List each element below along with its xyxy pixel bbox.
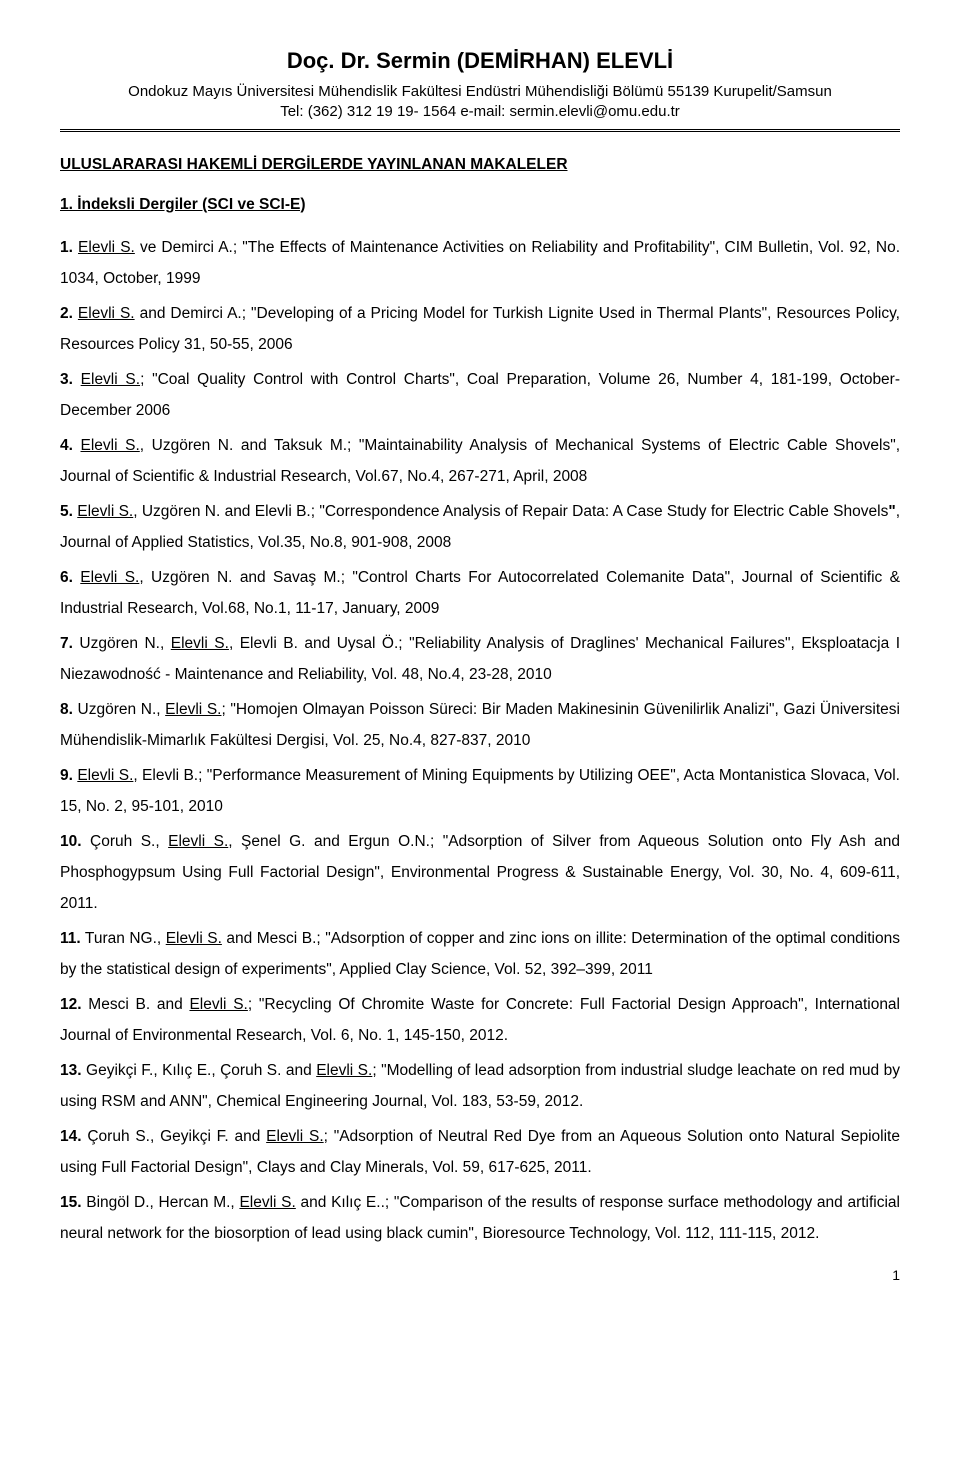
publication-entry: 8. Uzgören N., Elevli S.; "Homojen Olmay… (60, 694, 900, 756)
publication-entry: 9. Elevli S., Elevli B.; "Performance Me… (60, 760, 900, 822)
publication-entry: 3. Elevli S.; "Coal Quality Control with… (60, 364, 900, 426)
subsection-title: 1. İndeksli Dergiler (SCI ve SCI-E) (60, 196, 900, 214)
author-name: Doç. Dr. Sermin (DEMİRHAN) ELEVLİ (60, 48, 900, 74)
publication-entry: 13. Geyikçi F., Kılıç E., Çoruh S. and E… (60, 1055, 900, 1117)
publication-entry: 1. Elevli S. ve Demirci A.; "The Effects… (60, 232, 900, 294)
page-number: 1 (60, 1267, 900, 1283)
publication-entry: 15. Bingöl D., Hercan M., Elevli S. and … (60, 1187, 900, 1249)
header-block: Doç. Dr. Sermin (DEMİRHAN) ELEVLİ Ondoku… (60, 48, 900, 123)
publication-list: 1. Elevli S. ve Demirci A.; "The Effects… (60, 232, 900, 1249)
affil-line-2: Tel: (362) 312 19 19- 1564 e-mail: sermi… (280, 103, 680, 120)
publication-entry: 6. Elevli S., Uzgören N. and Savaş M.; "… (60, 562, 900, 624)
publication-entry: 11. Turan NG., Elevli S. and Mesci B.; "… (60, 923, 900, 985)
divider (60, 129, 900, 132)
publication-entry: 4. Elevli S., Uzgören N. and Taksuk M.; … (60, 430, 900, 492)
publication-entry: 12. Mesci B. and Elevli S.; "Recycling O… (60, 989, 900, 1051)
section-title: ULUSLARARASI HAKEMLİ DERGİLERDE YAYINLAN… (60, 156, 900, 174)
publication-entry: 5. Elevli S., Uzgören N. and Elevli B.; … (60, 496, 900, 558)
publication-entry: 10. Çoruh S., Elevli S., Şenel G. and Er… (60, 826, 900, 919)
publication-entry: 2. Elevli S. and Demirci A.; "Developing… (60, 298, 900, 360)
publication-entry: 7. Uzgören N., Elevli S., Elevli B. and … (60, 628, 900, 690)
publication-entry: 14. Çoruh S., Geyikçi F. and Elevli S.; … (60, 1121, 900, 1183)
affil-line-1: Ondokuz Mayıs Üniversitesi Mühendislik F… (128, 83, 832, 100)
affiliation: Ondokuz Mayıs Üniversitesi Mühendislik F… (60, 82, 900, 123)
